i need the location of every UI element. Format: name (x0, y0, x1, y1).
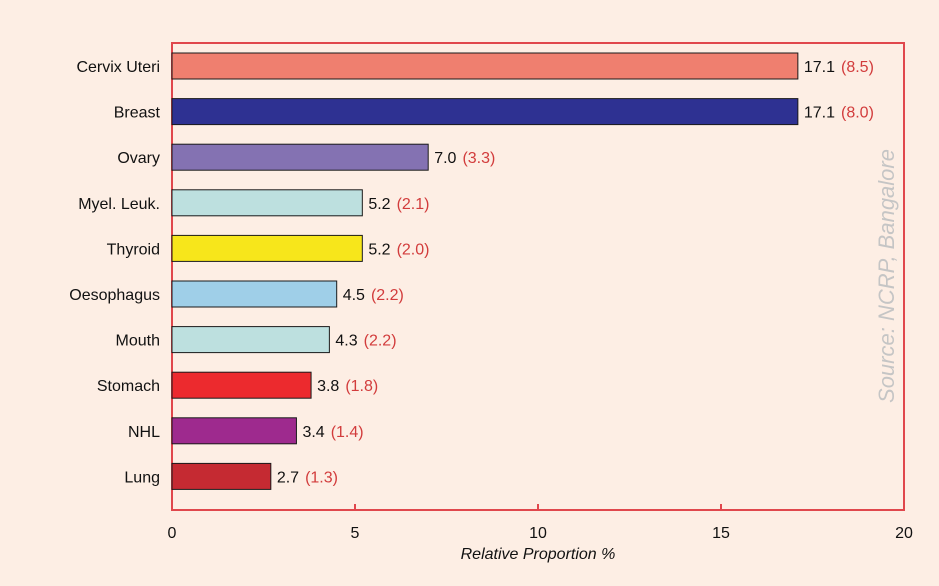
value-label-secondary: (1.8) (345, 378, 378, 395)
value-label-main: 3.4 (302, 424, 324, 441)
bar (171, 326, 330, 354)
value-label-secondary: (8.5) (841, 59, 874, 76)
value-label: 7.0 (3.3) (434, 150, 495, 167)
bar (171, 189, 363, 217)
x-axis-ticks: 0 5 10 15 20 (168, 504, 913, 542)
value-label: 4.5 (2.2) (343, 287, 404, 304)
value-label-secondary: (1.4) (331, 424, 364, 441)
x-tick-label: 15 (712, 525, 730, 542)
bars-group: Cervix Uteri 17.1 (8.5) Breast 17.1 (8.0) Ovar… (69, 52, 874, 490)
x-tick-label: 20 (895, 525, 913, 542)
value-label-secondary: (1.3) (305, 469, 338, 486)
category-label: Oesophagus (69, 287, 160, 304)
value-label-main: 2.7 (277, 469, 299, 486)
value-label-secondary: (8.0) (841, 105, 874, 122)
value-label-main: 5.2 (368, 241, 390, 258)
value-label: 5.2 (2.1) (368, 196, 429, 213)
category-label: Thyroid (107, 241, 160, 258)
value-label-main: 4.5 (343, 287, 365, 304)
category-label: NHL (128, 424, 160, 441)
category-label: Ovary (117, 150, 160, 167)
value-label-main: 3.8 (317, 378, 339, 395)
value-label-main: 5.2 (368, 196, 390, 213)
x-tick-label: 5 (351, 525, 360, 542)
category-label: Lung (124, 469, 160, 486)
x-axis-label: Relative Proportion % (461, 546, 616, 563)
bar (171, 280, 338, 308)
value-label-main: 4.3 (335, 333, 357, 350)
x-tick-label: 10 (529, 525, 547, 542)
value-label-main: 7.0 (434, 150, 456, 167)
value-label: 17.1 (8.5) (804, 59, 874, 76)
value-label-secondary: (2.0) (397, 241, 430, 258)
value-label: 4.3 (2.2) (335, 333, 396, 350)
bar (171, 234, 363, 262)
bar (171, 371, 312, 399)
value-label: 3.8 (1.8) (317, 378, 378, 395)
value-label-secondary: (2.2) (371, 287, 404, 304)
source-annotation: Source: NCRP, Bangalore (874, 149, 899, 403)
bar (171, 462, 272, 490)
value-label-main: 17.1 (804, 59, 835, 76)
category-label: Breast (114, 105, 161, 122)
value-label-main: 17.1 (804, 105, 835, 122)
category-label: Stomach (97, 378, 160, 395)
value-label-secondary: (2.2) (364, 333, 397, 350)
x-tick-label: 0 (168, 525, 177, 542)
bar (171, 143, 429, 171)
value-label: 3.4 (1.4) (302, 424, 363, 441)
value-label-secondary: (3.3) (462, 150, 495, 167)
bar (171, 417, 297, 445)
category-label: Cervix Uteri (76, 59, 160, 76)
value-label: 17.1 (8.0) (804, 105, 874, 122)
category-label: Myel. Leuk. (78, 196, 160, 213)
value-label: 5.2 (2.0) (368, 241, 429, 258)
bar (171, 52, 799, 80)
category-label: Mouth (116, 333, 160, 350)
value-label: 2.7 (1.3) (277, 469, 338, 486)
value-label-secondary: (2.1) (397, 196, 430, 213)
bar (171, 98, 799, 126)
